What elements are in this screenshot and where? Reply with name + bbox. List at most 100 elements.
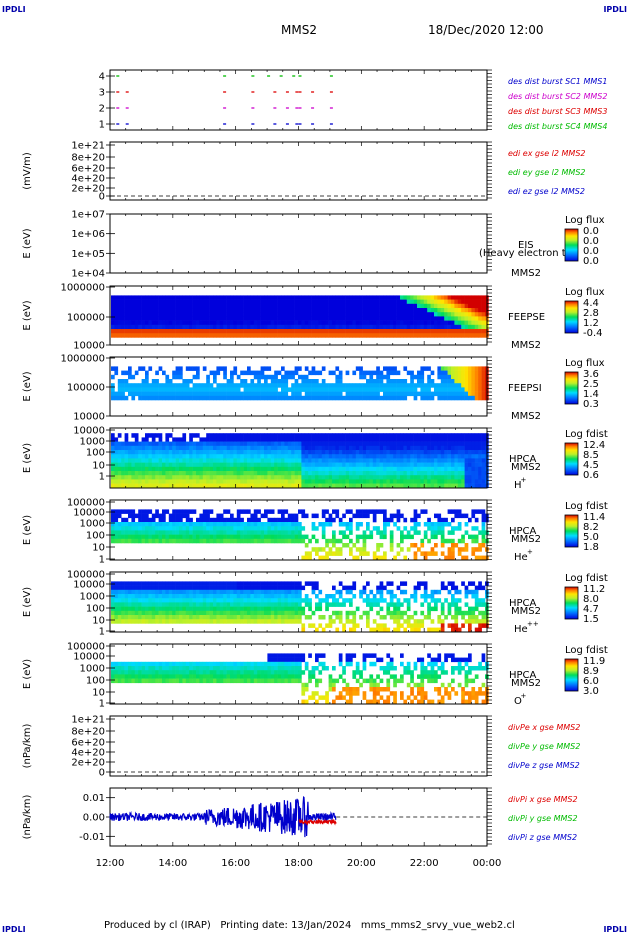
hpca_hepp-cell <box>175 619 180 624</box>
hpca_h-cell <box>366 454 370 459</box>
hpca_hepp-cell <box>111 606 115 612</box>
hpca_h-cell <box>420 458 425 463</box>
hpca_he-cell <box>281 513 285 519</box>
hpca_h-cell <box>216 458 221 463</box>
feepsi-cell <box>267 391 272 397</box>
feepsi-cell <box>369 387 374 392</box>
hpca_h-cell <box>202 450 207 455</box>
feepsi-cell <box>257 387 261 392</box>
hpca_he-cell <box>311 522 316 527</box>
hpca_he-cell <box>328 547 333 552</box>
feepsi-cell <box>417 374 421 380</box>
hpca_hepp-cell <box>182 615 187 620</box>
hpca_h-cell <box>124 475 129 480</box>
hpca_he-cell <box>447 522 452 527</box>
hpca_he-cell <box>447 547 452 552</box>
hpca_he-cell <box>216 522 221 527</box>
hpca_h-cell <box>451 458 455 463</box>
feepse-cell <box>274 320 278 326</box>
hpca_h-cell <box>474 466 479 472</box>
hpca_h-cell <box>240 483 244 489</box>
feepsi-cell <box>403 366 408 371</box>
hpca_he-ytick-label: 1 <box>99 555 105 566</box>
hpca_hepp-cell <box>199 602 204 607</box>
hpca_he-cell <box>175 513 180 519</box>
hpca_h-cell <box>230 462 234 468</box>
hpca_h-cell <box>430 466 435 472</box>
feepse-cell <box>162 303 166 309</box>
feepsi-cell <box>226 379 231 384</box>
hpca_he-cell <box>145 526 149 531</box>
feepse-cell <box>359 312 363 317</box>
hpca_h-cell <box>427 466 431 472</box>
hpca_he-cell <box>257 534 261 540</box>
hpca_hepp-cell <box>145 589 149 595</box>
hpca_h-cell <box>434 483 438 489</box>
hpca_he-cell <box>175 517 180 523</box>
hpca_h-cell <box>417 433 421 438</box>
hpca_hepp-cell <box>134 589 139 595</box>
hpca_he-cell <box>311 526 316 531</box>
hpca_h-cell <box>264 462 268 468</box>
feepsi-cell <box>298 387 302 392</box>
hpca_h-cell <box>257 454 261 459</box>
hpca_h-cell <box>403 441 408 447</box>
feepse-cell <box>471 308 476 313</box>
feepsi-cell <box>403 391 408 397</box>
feepsi-cell <box>478 387 482 392</box>
feepsi-cell <box>257 391 261 397</box>
hpca_he-cell <box>175 538 180 544</box>
hpca_h-cell <box>321 454 326 459</box>
hpca_h-cell <box>219 441 224 447</box>
feepse-cell <box>457 303 462 309</box>
hpca_he-cell <box>440 534 445 540</box>
hpca_h-cell <box>162 445 166 451</box>
hpca_h-cell <box>440 475 445 480</box>
hpca_h-cell <box>393 475 397 480</box>
hpca_h-cell <box>165 458 170 463</box>
hpca_hepp-cell <box>209 606 214 612</box>
hpca_he-cell <box>219 526 224 531</box>
feepsi-cell <box>321 366 326 371</box>
feepse-cell <box>206 312 210 317</box>
feepse-cell <box>240 320 244 326</box>
hpca_h-cell <box>124 458 129 463</box>
hpca_h-cell <box>111 475 115 480</box>
feepse-cell <box>267 308 272 313</box>
feepsi-cell <box>277 383 282 388</box>
hpca_h-cell <box>168 458 173 463</box>
hpca_h-cell <box>274 462 278 468</box>
feepse-cell <box>134 299 139 305</box>
feepse-cell <box>403 324 408 330</box>
hpca_h-cell <box>287 437 292 442</box>
hpca_hepp-cell <box>192 594 197 599</box>
feepsi-cell <box>417 391 421 397</box>
hpca_h-cell <box>117 471 122 476</box>
hpca_he-cell <box>192 526 197 531</box>
hpca_hepp-cell <box>182 619 187 624</box>
feepse-cell <box>185 329 190 334</box>
hpca_h-cell <box>389 483 394 489</box>
hpca_h-cell <box>209 458 214 463</box>
hpca_hepp-cell <box>138 594 142 599</box>
hpca_hepp-cell <box>158 581 163 586</box>
hpca_he-cell <box>264 530 268 535</box>
feepse-cell <box>117 329 122 334</box>
hpca_he-cell <box>474 534 479 540</box>
feepse-cell <box>457 316 462 321</box>
feepse-cell <box>383 333 387 338</box>
feepsi-cell <box>474 395 479 401</box>
feepsi-cell <box>213 374 217 380</box>
feepse-cell <box>223 333 227 338</box>
feepsi-cell <box>250 383 255 388</box>
hpca_h-cell <box>366 475 370 480</box>
hpca_he-cell <box>247 522 251 527</box>
feepse-cell <box>274 316 278 321</box>
feepsi-cell <box>474 370 479 376</box>
hpca_he-cell <box>264 526 268 531</box>
feepse-cell <box>474 320 479 326</box>
hpca_he-cell <box>291 538 295 544</box>
feepse-cell <box>223 303 227 309</box>
feepsi-cell <box>250 370 255 376</box>
hpca_h-cell <box>141 462 146 468</box>
